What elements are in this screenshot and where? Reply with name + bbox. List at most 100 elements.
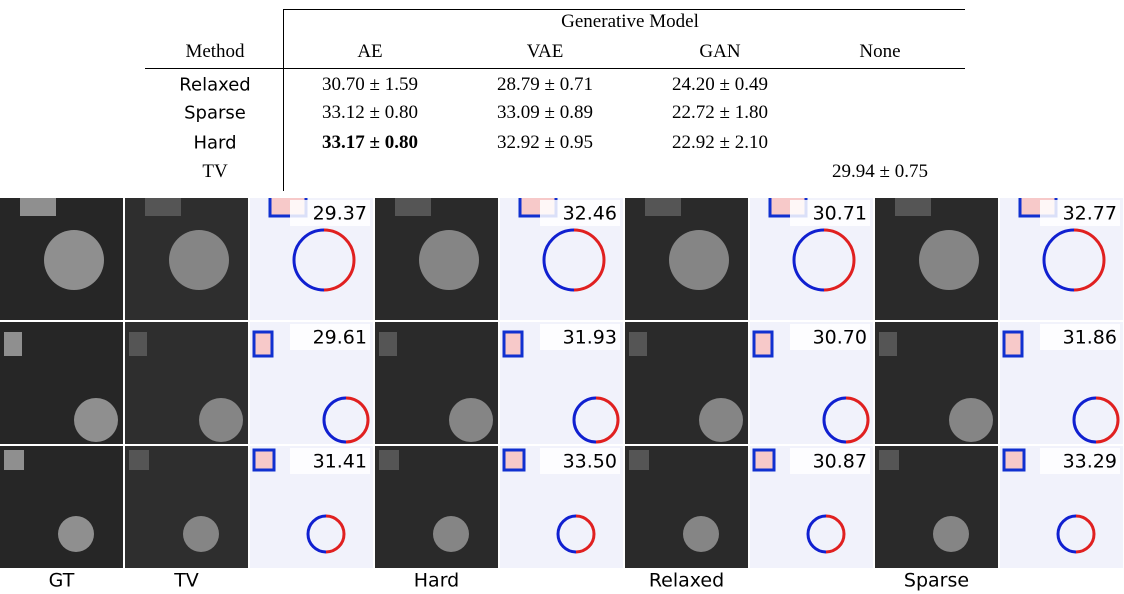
image-square [629,450,649,470]
panel [625,446,748,568]
panel [0,322,123,444]
image-disk [74,398,118,442]
page: Generative Model 29.3732.4630.7132.7729.… [0,0,1124,594]
panel: 32.46 [500,196,623,320]
psnr-label: 31.93 [563,327,617,349]
psnr-label: 31.41 [313,451,367,473]
panel [125,196,248,320]
panel-content [625,322,748,444]
method-cell: Hard [193,133,236,154]
panel-content [0,322,123,444]
panel: 33.50 [500,446,623,568]
image-disk [669,230,729,290]
panel: 31.93 [500,322,623,444]
image-disk [949,398,993,442]
panel [0,446,123,568]
panel [875,196,998,320]
panel [375,446,498,568]
column-label: GT [49,570,75,592]
panel-content [125,446,248,568]
image-square [395,196,431,216]
panel-content [0,196,123,320]
panel-content: 30.70 [750,322,873,444]
error-square [1004,332,1022,356]
image-disk [449,398,493,442]
image-square [879,450,899,470]
error-square [754,450,774,470]
error-square [754,332,772,356]
panel-content: 32.77 [1000,196,1123,320]
image-square [645,196,681,216]
panel: 31.86 [1000,322,1123,444]
panel-content: 29.61 [250,322,373,444]
method-cell: Sparse [184,103,246,124]
panel-content: 32.46 [500,196,623,320]
image-disk [683,516,719,552]
psnr-label: 31.86 [1063,327,1117,349]
panel-content: 30.87 [750,446,873,568]
image-square [4,450,24,470]
value-cell: 29.94 ± 0.75 [832,161,928,183]
column-header: GAN [699,41,740,63]
column-label: TV [173,570,199,592]
image-disk [44,230,104,290]
image-square [629,332,647,356]
panel-content [0,446,123,568]
panel-content [875,322,998,444]
column-label: Relaxed [649,570,724,592]
panel: 29.37 [250,196,373,320]
panel-content [375,196,498,320]
panel-content [375,446,498,568]
column-header: None [859,41,900,63]
error-square [504,332,522,356]
column-header: AE [357,41,382,63]
image-square [379,332,397,356]
column-header: VAE [527,41,564,63]
value-cell: 22.92 ± 2.10 [672,132,768,154]
panel [375,322,498,444]
image-disk [199,398,243,442]
panel: 29.61 [250,322,373,444]
panel [625,322,748,444]
panel-content [125,322,248,444]
panel-content: 33.50 [500,446,623,568]
panel-content: 31.41 [250,446,373,568]
image-square [129,332,147,356]
image-disk [419,230,479,290]
psnr-label: 33.50 [563,451,617,473]
value-cell: 30.70 ± 1.59 [322,74,418,96]
image-disk [58,516,94,552]
image-disk [919,230,979,290]
error-square [254,450,274,470]
image-square [20,196,56,216]
panel: 30.70 [750,322,873,444]
image-square [4,332,22,356]
panel [625,196,748,320]
image-square [129,450,149,470]
image-square [879,332,897,356]
panel [125,446,248,568]
psnr-label: 29.61 [313,327,367,349]
panel-content: 31.86 [1000,322,1123,444]
error-square [504,450,524,470]
psnr-label: 30.87 [813,451,867,473]
panel [875,322,998,444]
panel: 30.87 [750,446,873,568]
panel [0,196,123,320]
panel: 31.41 [250,446,373,568]
panel-content [125,196,248,320]
value-cell: 33.12 ± 0.80 [322,102,418,124]
image-disk [933,516,969,552]
value-cell: 28.79 ± 0.71 [497,74,593,96]
panel-content [875,446,998,568]
psnr-label: 32.46 [563,203,617,225]
psnr-label: 33.29 [1063,451,1117,473]
image-square [145,196,181,216]
psnr-label: 29.37 [313,203,367,225]
panel [875,446,998,568]
psnr-label: 32.77 [1063,203,1117,225]
image-disk [699,398,743,442]
panel-content [875,196,998,320]
panel-content: 30.71 [750,196,873,320]
panel-content [375,322,498,444]
